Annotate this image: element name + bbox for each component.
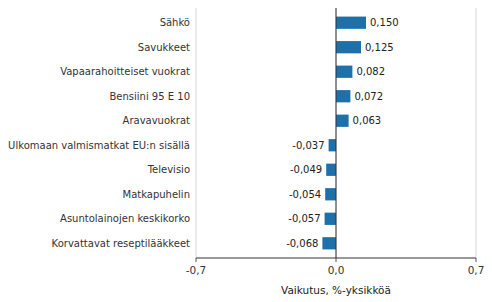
grid-line [196,8,197,258]
grid-line [336,8,337,258]
category-label: Korvattavat reseptilääkkeet [52,238,190,249]
category-label: Sähkö [160,17,190,28]
data-label: 0,063 [353,115,382,126]
data-label: 0,082 [356,66,385,77]
tick-label: 0,0 [328,264,345,276]
bar [325,213,336,225]
data-label: -0,054 [289,189,321,200]
tick-mark [196,258,197,262]
bars [322,17,366,250]
category-label: Televisio [147,164,190,175]
bar [336,17,366,29]
bar [325,188,336,200]
tick-label: 0,7 [468,264,485,276]
bar [322,237,336,249]
data-label: 0,150 [370,17,399,28]
data-label: 0,072 [354,91,383,102]
x-axis-title: Vaikutus, %-yksikköä [281,284,391,296]
grid-line [476,8,477,258]
data-label: -0,068 [286,238,318,249]
data-label: 0,125 [365,42,394,53]
category-label: Bensiini 95 E 10 [109,91,190,102]
bar [329,139,336,151]
bar [336,66,352,78]
category-label: Ulkomaan valmismatkat EU:n sisällä [8,140,190,151]
category-label: Savukkeet [138,42,190,53]
bar [336,90,350,102]
category-label: Vapaarahoitteiset vuokrat [60,66,190,77]
data-label: -0,037 [292,140,324,151]
tick-label: -0,7 [186,264,207,276]
category-label: Asuntolainojen keskikorko [60,213,190,224]
tick-mark [336,258,337,262]
tick-mark [476,258,477,262]
bar [326,164,336,176]
bar [336,41,361,53]
category-label: Matkapuhelin [123,189,191,200]
chart: Korvattavat reseptilääkkeet Asuntolainoje… [0,0,492,302]
data-label: -0,049 [290,164,322,175]
zero-line [336,8,337,258]
data-label: -0,057 [288,213,320,224]
category-label: Aravavuokrat [123,115,191,126]
bar [336,115,349,127]
